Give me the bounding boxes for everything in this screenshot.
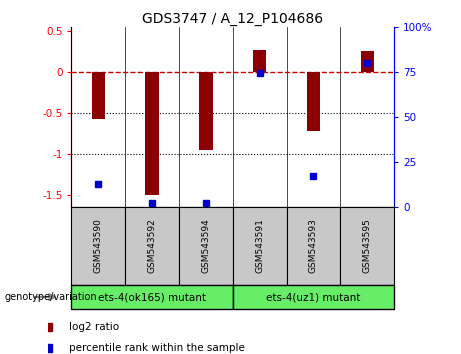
Text: ets-4(ok165) mutant: ets-4(ok165) mutant (98, 292, 206, 302)
Text: GSM543595: GSM543595 (363, 218, 372, 274)
Bar (233, 285, 394, 309)
Bar (361, 51, 374, 72)
Text: GSM543593: GSM543593 (309, 218, 318, 274)
Bar (125, 207, 179, 285)
Text: log2 ratio: log2 ratio (69, 322, 119, 332)
Bar (92, 72, 105, 119)
Text: GSM543591: GSM543591 (255, 218, 264, 274)
Bar (145, 72, 159, 195)
Bar (199, 72, 213, 150)
Text: GSM543594: GSM543594 (201, 219, 210, 273)
Bar (340, 207, 394, 285)
Text: ets-4(uz1) mutant: ets-4(uz1) mutant (266, 292, 361, 302)
Text: percentile rank within the sample: percentile rank within the sample (69, 343, 245, 353)
Bar (71, 207, 125, 285)
Title: GDS3747 / A_12_P104686: GDS3747 / A_12_P104686 (142, 12, 323, 25)
Text: GSM543592: GSM543592 (148, 219, 157, 273)
Bar (71, 285, 233, 309)
Text: genotype/variation: genotype/variation (5, 292, 97, 302)
Bar (233, 207, 287, 285)
Bar (307, 72, 320, 131)
Bar (253, 50, 266, 72)
Text: GSM543590: GSM543590 (94, 218, 103, 274)
Bar (179, 207, 233, 285)
Bar (287, 207, 340, 285)
